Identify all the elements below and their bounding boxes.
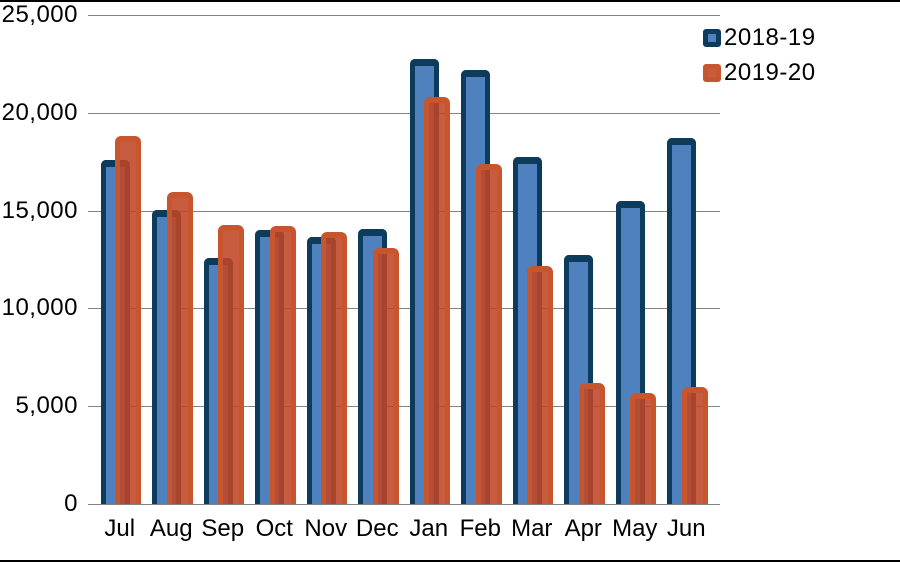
y-tick-label: 15,000 [1,196,78,224]
bar-2019-20-oct [269,226,296,504]
bar-2019-20-feb [475,163,502,504]
gridline [88,112,720,114]
plot-area [88,15,720,505]
bar-2019-20-nov [321,232,347,504]
bar-2019-20-aug [166,192,193,504]
x-tick-label-sep: Sep [201,515,245,542]
y-tick-label: 25,000 [1,1,78,28]
legend-label-2019-20: 2019-20 [724,59,816,86]
frame-line-bottom [0,560,900,562]
x-tick-label-jul: Jul [104,515,136,542]
y-tick-label: 20,000 [1,98,78,126]
y-tick-label: 10,000 [1,294,78,322]
x-tick-label-nov: Nov [304,515,348,542]
frame-line-top [0,0,900,2]
legend-item-2019-20: 2019-20 [703,61,816,85]
bar-2019-20-dec [372,247,399,504]
gridline [88,504,720,505]
legend-swatch-2019-20-icon [703,64,721,82]
bar-2019-20-mar [527,266,553,504]
bar-2019-20-jan [424,97,450,504]
bar-2019-20-may [630,392,656,504]
bar-2019-20-jun [681,386,708,504]
x-tick-label-mar: Mar [511,515,553,542]
x-tick-label-aug: Aug [149,515,193,542]
y-axis: 25,000 20,000 15,000 10,000 5,000 0 [0,3,78,516]
legend: 2018-19 2019-20 [703,26,816,96]
gridline [88,15,720,16]
gridline [88,210,720,212]
legend-swatch-2018-19-icon [703,29,721,47]
x-axis: Jul Aug Sep Oct Nov Dec Jan Feb Mar Apr May Jun [88,514,720,548]
x-tick-label-may: May [612,515,658,542]
x-tick-label-apr: Apr [564,515,602,542]
x-tick-label-jan: Jan [409,515,449,542]
legend-item-2018-19: 2018-19 [703,26,816,50]
y-tick-label: 0 [64,490,78,517]
x-tick-label-feb: Feb [459,515,501,542]
x-tick-label-oct: Oct [255,515,293,542]
bar-2019-20-sep [218,225,244,504]
legend-label-2018-19: 2018-19 [724,24,816,51]
gridline [88,308,720,310]
x-tick-label-dec: Dec [355,515,399,542]
bar-2019-20-apr [578,382,605,504]
y-tick-label: 5,000 [15,392,78,420]
bar-2019-20-jul [115,136,141,504]
x-tick-label-jun: Jun [666,515,706,542]
gridline [88,406,720,408]
